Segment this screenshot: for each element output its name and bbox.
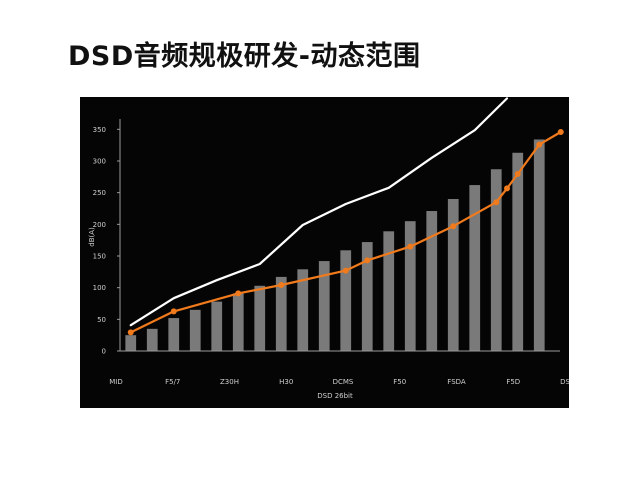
bar bbox=[383, 231, 395, 351]
x-tick-label: FSDA bbox=[447, 378, 466, 386]
bars-layer bbox=[125, 139, 545, 351]
series-line-1 bbox=[129, 97, 509, 327]
series-point bbox=[364, 257, 371, 264]
y-tick-label: 200 bbox=[93, 221, 106, 229]
bar bbox=[512, 152, 524, 351]
y-tick-label: 100 bbox=[93, 284, 106, 292]
bar bbox=[232, 293, 244, 351]
bar bbox=[211, 301, 223, 351]
page-title: DSD音频规极研发-动态范围 bbox=[68, 41, 421, 72]
ticks-layer: 0 50 100 150 200 250 300 350 MID F5/7 Z30H H30 DCMS F… bbox=[93, 126, 569, 386]
bar bbox=[404, 221, 416, 351]
series-point bbox=[493, 199, 500, 206]
series-point bbox=[557, 129, 564, 135]
bar bbox=[361, 242, 373, 351]
series-point bbox=[450, 223, 457, 230]
series-point bbox=[342, 267, 349, 274]
y-axis-label: dB(A) bbox=[88, 227, 96, 247]
series-point bbox=[127, 329, 134, 336]
x-tick-label: F5/7 bbox=[165, 378, 180, 386]
y-tick-label: 350 bbox=[93, 126, 106, 134]
bar bbox=[469, 185, 481, 351]
axes-layer bbox=[119, 119, 560, 352]
x-tick-label: DSD7 bbox=[560, 378, 569, 386]
y-tick-label: 300 bbox=[93, 158, 106, 166]
bar bbox=[275, 276, 287, 351]
x-tick-label: F50 bbox=[393, 378, 406, 386]
x-tick-label: DCMS bbox=[333, 378, 354, 386]
bar bbox=[426, 211, 438, 351]
series-point bbox=[278, 282, 285, 288]
bar bbox=[340, 250, 352, 351]
bar bbox=[168, 318, 180, 351]
bar bbox=[297, 269, 309, 351]
lines-layer bbox=[127, 97, 564, 336]
bar bbox=[146, 328, 158, 351]
bar bbox=[447, 199, 459, 351]
series-point bbox=[170, 308, 177, 315]
bar bbox=[125, 335, 137, 351]
bar bbox=[490, 169, 502, 351]
series-point bbox=[504, 185, 510, 192]
bar bbox=[318, 261, 330, 351]
bar bbox=[533, 139, 545, 351]
bar bbox=[254, 285, 266, 351]
x-tick-label: MID bbox=[109, 378, 123, 386]
bar bbox=[189, 309, 201, 351]
y-tick-label: 150 bbox=[93, 253, 106, 261]
y-tick-label: 50 bbox=[97, 316, 106, 324]
dynamic-range-chart: 0 50 100 150 200 250 300 350 MID F5/7 Z30H H30 DCMS F… bbox=[88, 97, 569, 400]
x-tick-label: H30 bbox=[279, 378, 293, 386]
y-tick-label: 250 bbox=[93, 189, 106, 197]
series-point bbox=[407, 243, 414, 250]
y-tick-label: 0 bbox=[102, 348, 106, 356]
chart-panel: 0 50 100 150 200 250 300 350 MID F5/7 Z30H H30 DCMS F… bbox=[80, 97, 569, 408]
series-point bbox=[235, 290, 242, 297]
x-axis-label: DSD 26bit bbox=[317, 392, 353, 400]
x-tick-label: F5D bbox=[506, 378, 520, 386]
series-point bbox=[536, 141, 543, 148]
x-tick-label: Z30H bbox=[220, 378, 239, 386]
series-point bbox=[514, 171, 521, 177]
